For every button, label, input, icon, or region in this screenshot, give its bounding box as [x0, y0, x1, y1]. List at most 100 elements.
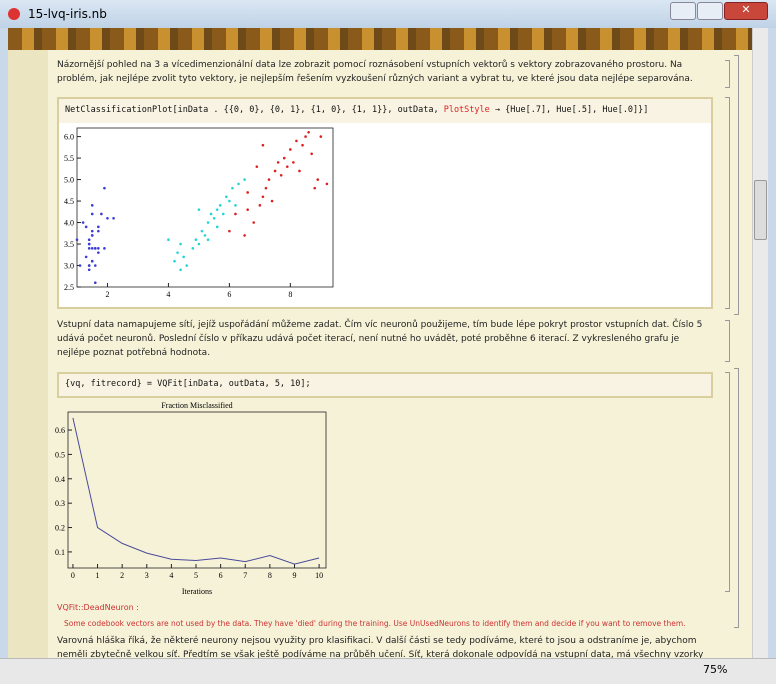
point	[252, 221, 256, 224]
y-tick-label: 4.5	[64, 197, 74, 206]
y-tick-label: 0.4	[55, 475, 65, 484]
code-text: → {Hue[.7], Hue[.5], Hue[.0]}]	[489, 105, 649, 115]
point	[90, 229, 94, 233]
x-tick-label: 0	[71, 571, 75, 580]
group-bracket[interactable]	[734, 368, 739, 628]
close-button[interactable]: ✕	[724, 2, 768, 20]
group-bracket[interactable]	[734, 55, 739, 315]
cell-bracket[interactable]	[725, 60, 730, 88]
point	[93, 281, 97, 285]
point	[197, 208, 201, 211]
y-tick-label: 4.0	[64, 219, 74, 228]
paragraph: Názornější pohled na 3 a vícedimenzionál…	[57, 60, 693, 84]
point	[221, 212, 225, 216]
point	[200, 229, 204, 233]
message-name: VQFit::DeadNeuron :	[57, 603, 139, 612]
point	[215, 225, 219, 229]
point	[191, 247, 195, 250]
y-tick-label: 3.5	[64, 240, 74, 249]
point	[81, 221, 85, 224]
maximize-button[interactable]	[697, 2, 723, 20]
point	[106, 216, 109, 220]
point	[93, 247, 97, 250]
scatter-plot: 2 4 6 8 2.5 3.0 3.5 4.0 4.5 5.0 5.5 6.0	[64, 127, 334, 299]
point	[237, 182, 240, 186]
point	[270, 199, 274, 203]
y-tick-label: 0.3	[55, 499, 65, 508]
point	[78, 264, 82, 267]
point	[90, 204, 94, 207]
point	[258, 204, 262, 207]
point	[279, 173, 283, 177]
cell-bracket[interactable]	[725, 372, 730, 592]
point	[84, 255, 88, 259]
point	[93, 264, 97, 267]
point	[313, 186, 317, 190]
y-tick-label: 0.5	[55, 450, 65, 459]
point	[179, 242, 182, 246]
point	[167, 238, 170, 242]
point	[307, 130, 310, 134]
x-tick-label: 5	[194, 571, 198, 580]
point	[319, 135, 323, 138]
point	[304, 135, 307, 138]
point	[264, 186, 268, 190]
point	[267, 178, 271, 181]
cell-bracket[interactable]	[725, 320, 730, 362]
header-band	[8, 28, 752, 50]
point	[228, 199, 231, 203]
x-tick-label: 8	[268, 571, 272, 580]
input-cell[interactable]: NetClassificationPlot[inData . {{0, 0}, …	[57, 97, 713, 309]
window-title: 15-lvq-iris.nb	[28, 7, 107, 21]
point	[87, 247, 91, 250]
point	[215, 208, 219, 211]
y-tick-label: 3.0	[64, 262, 74, 271]
point	[90, 247, 94, 250]
y-tick-label: 0.1	[55, 548, 65, 557]
plot-title: Fraction Misclassified	[161, 401, 232, 410]
x-tick-label: 2	[105, 290, 109, 299]
y-tick-label: 5.0	[64, 176, 74, 185]
line	[72, 417, 320, 565]
point	[182, 255, 185, 259]
point	[310, 152, 313, 156]
x-tick-label: 6	[219, 571, 223, 580]
cell-bracket[interactable]	[725, 97, 730, 309]
point	[87, 268, 91, 272]
minimize-button[interactable]	[670, 2, 696, 20]
point	[246, 191, 249, 194]
app-icon	[8, 8, 20, 20]
point	[90, 212, 94, 216]
line-plot: 0 1 2 3 4 5 6 7 8 9 10 0.1 0.2 0.3 0.4 0.5 0.6 Fraction M…	[55, 401, 327, 596]
point	[87, 242, 91, 246]
scroll-thumb[interactable]	[754, 180, 767, 240]
point	[97, 247, 100, 250]
y-tick-label: 0.6	[55, 426, 65, 435]
point	[255, 165, 259, 168]
scrollbar[interactable]	[752, 28, 768, 658]
point	[231, 186, 234, 190]
point	[225, 195, 228, 199]
point	[103, 186, 106, 190]
point	[212, 216, 216, 220]
point	[282, 156, 286, 160]
point	[209, 212, 213, 216]
zoom-level[interactable]: 75%	[703, 663, 728, 676]
input-cell[interactable]: {vq, fitrecord} = VQFit[inData, outData,…	[57, 372, 713, 398]
point	[228, 229, 231, 233]
point	[87, 264, 91, 267]
point	[206, 238, 210, 242]
x-tick-label: 4	[166, 290, 170, 299]
point	[243, 234, 246, 237]
status-bar: 75%	[0, 658, 776, 684]
point	[179, 268, 182, 272]
point	[103, 247, 106, 250]
point	[87, 238, 91, 242]
point	[218, 204, 222, 207]
y-tick-label: 2.5	[64, 283, 74, 292]
point	[295, 139, 298, 143]
point	[298, 169, 301, 173]
point	[97, 229, 100, 233]
x-tick-label: 4	[169, 571, 173, 580]
y-tick-label: 5.5	[64, 154, 74, 163]
